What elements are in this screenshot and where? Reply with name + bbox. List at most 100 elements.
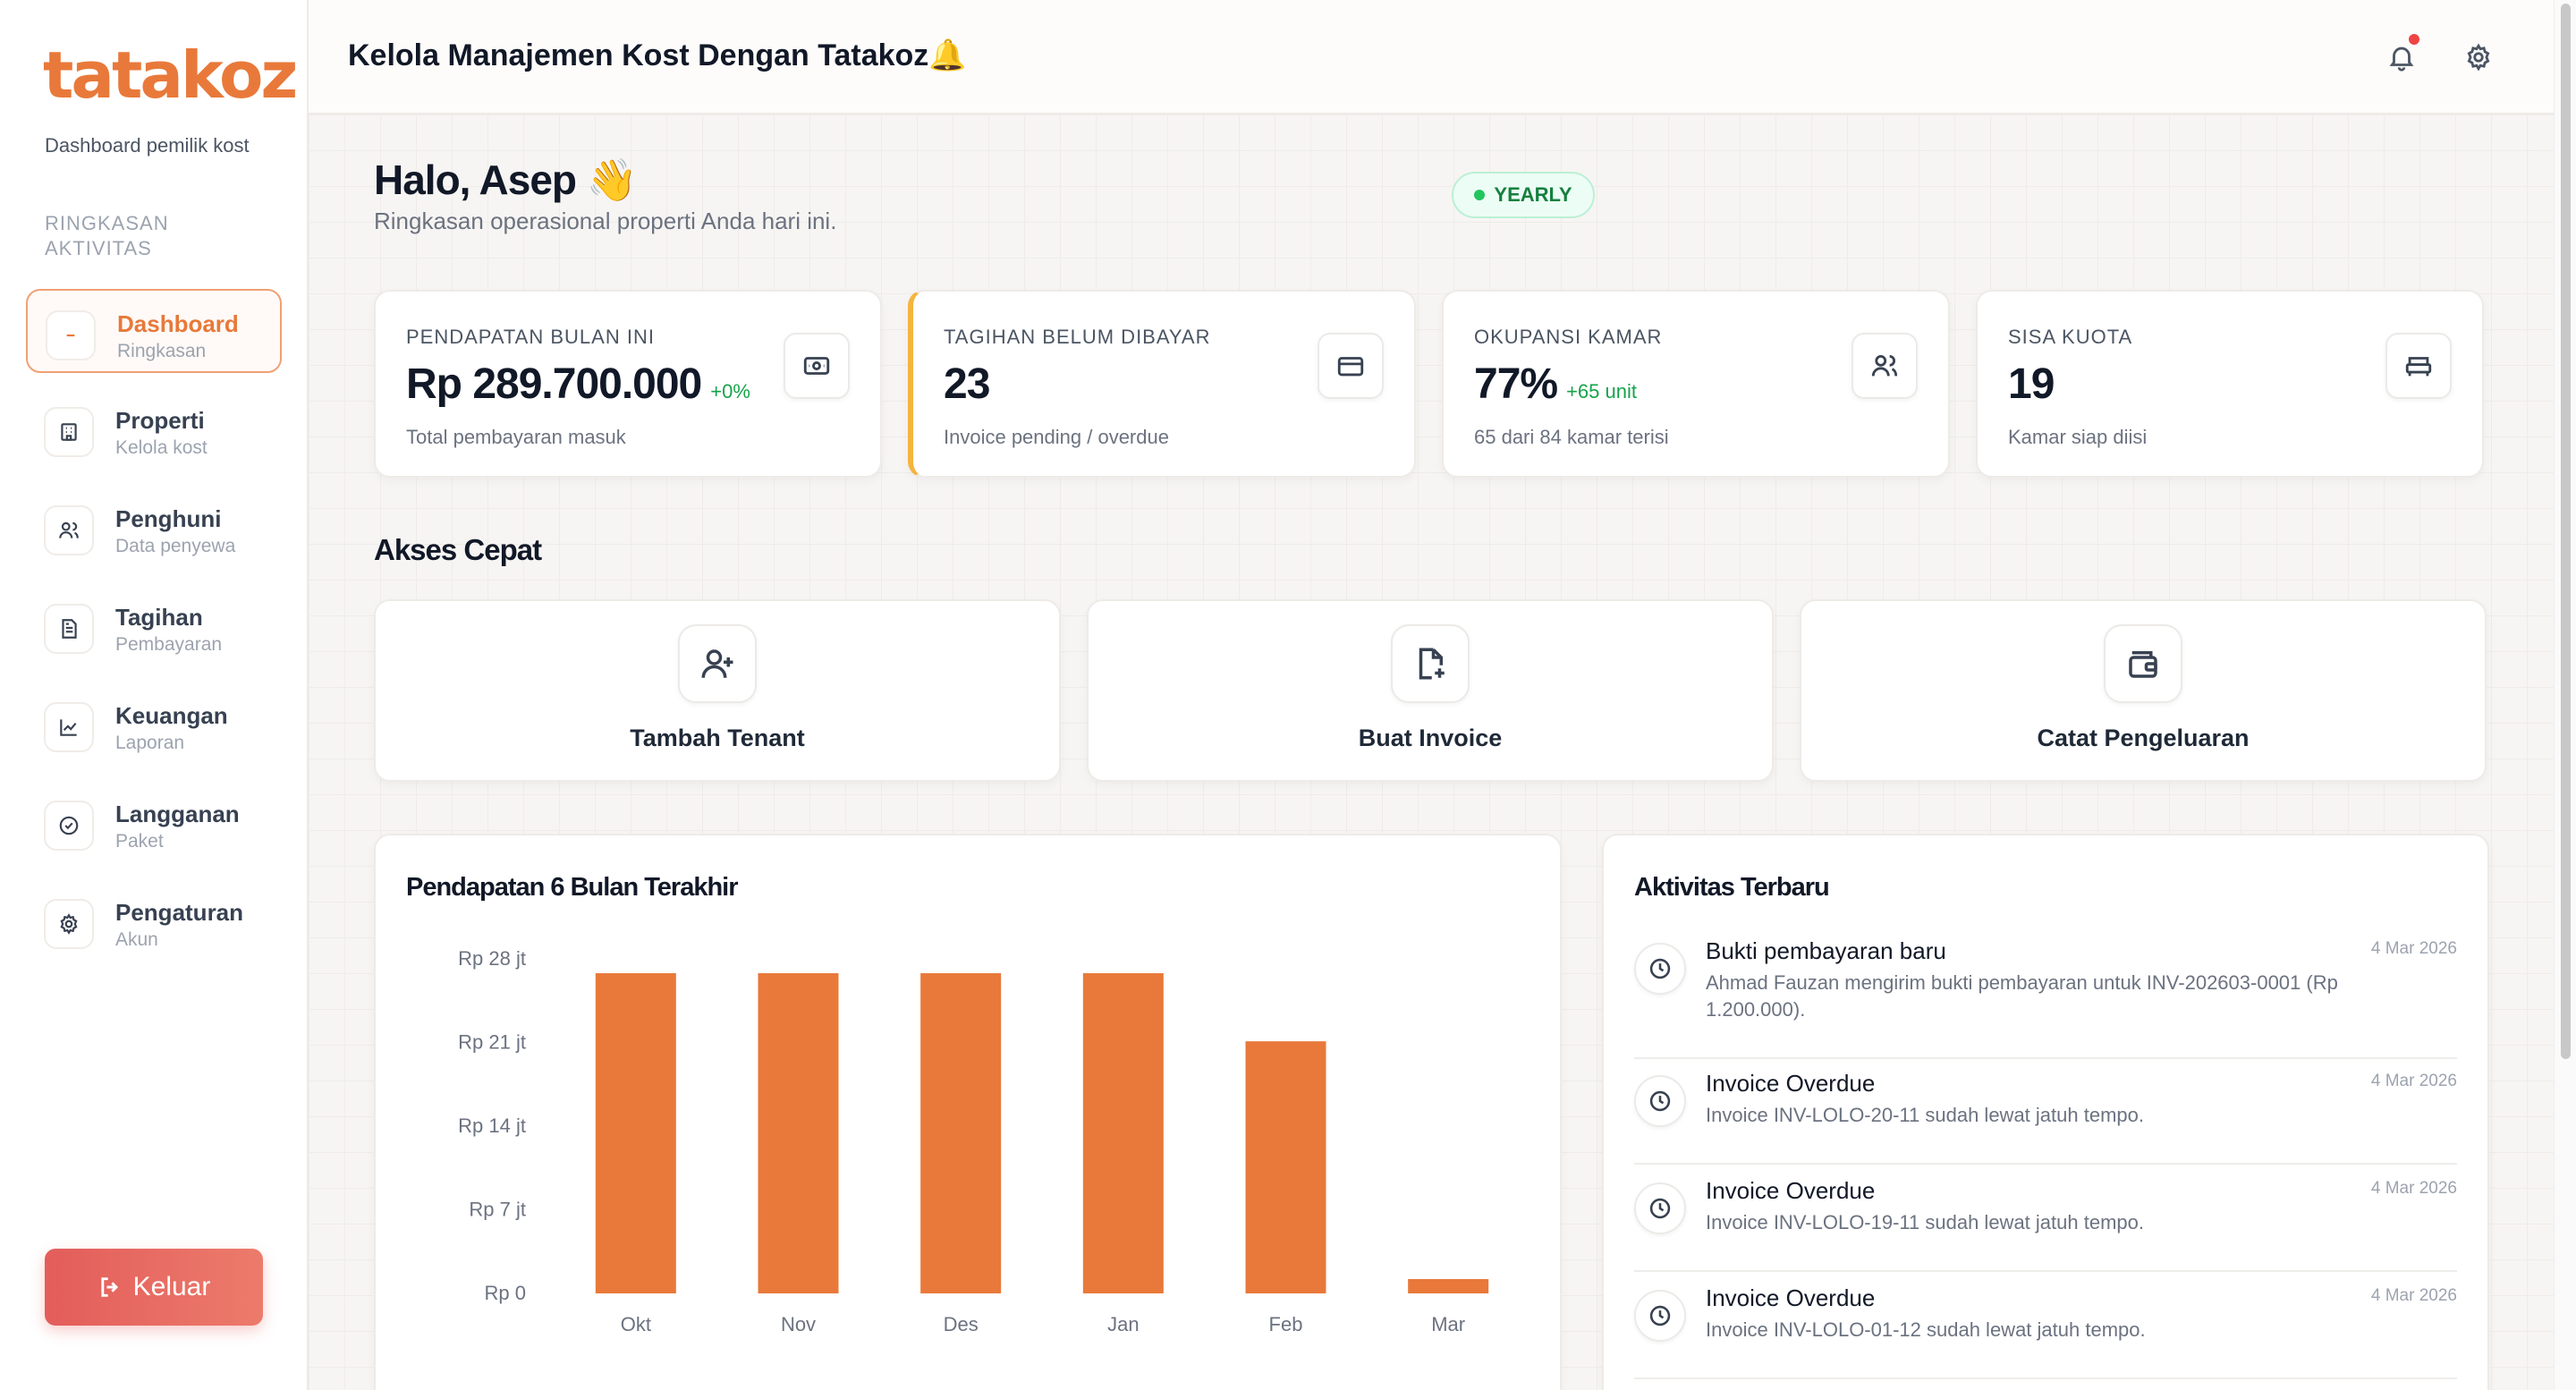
stat-value: 23 (944, 360, 990, 409)
status-dot (1474, 190, 1486, 200)
clock-icon (1634, 1182, 1686, 1234)
sidebar-item-sublabel: Paket (115, 831, 164, 852)
stat-card-revenue: PENDAPATAN BULAN INI Rp 289.700.000 +0% T… (374, 290, 882, 478)
activity-item-desc: Invoice INV-LOLO-19-11 sudah lewat jatuh… (1706, 1211, 2144, 1233)
notification-dot (2409, 34, 2419, 45)
scrollbar[interactable] (2554, 0, 2576, 1390)
quick-create-invoice-button[interactable]: Buat Invoice (1087, 599, 1774, 782)
clock-icon (1634, 943, 1686, 995)
y-tick-label: Rp 21 jt (458, 1031, 526, 1054)
stat-value: 19 (2008, 360, 2055, 409)
activity-item-date: 4 Mar 2026 (2370, 1286, 2457, 1305)
sidebar-item-langganan[interactable]: Langganan Paket (26, 781, 282, 865)
notification-button[interactable] (2382, 34, 2421, 77)
logout-label: Keluar (132, 1272, 211, 1301)
invoice-icon (44, 604, 94, 654)
check-circle-icon (44, 801, 94, 851)
sidebar-item-label: Penghuni (115, 505, 222, 532)
dashboard-icon (46, 310, 96, 360)
bar-nov[interactable] (758, 973, 839, 1293)
sidebar-item-pengaturan[interactable]: Pengaturan Akun (26, 879, 282, 963)
stat-label: OKUPANSI KAMAR (1474, 326, 1663, 348)
sidebar-item-sublabel: Pembayaran (115, 634, 223, 655)
clock-icon (1634, 1075, 1686, 1127)
quick-action-label: Catat Pengeluaran (2037, 725, 2250, 751)
nav-section-label: RINGKASAN AKTIVITAS (45, 212, 169, 259)
stat-card-occupancy: OKUPANSI KAMAR 77% +65 unit 65 dari 84 ka… (1442, 290, 1950, 478)
sidebar-item-tagihan[interactable]: Tagihan Pembayaran (26, 584, 282, 668)
logo[interactable]: tatakoz (43, 38, 298, 113)
bar-okt[interactable] (595, 973, 676, 1293)
logo-subtitle: Dashboard pemilik kost (45, 134, 250, 157)
y-tick-label: Rp 14 jt (458, 1115, 526, 1137)
chart-title: Pendapatan 6 Bulan Terakhir (406, 873, 739, 902)
gear-icon (2467, 43, 2490, 72)
plan-badge: YEARLY (1452, 172, 1595, 218)
stat-value-text: 77% (1474, 360, 1558, 408)
main-content: Halo, Asep 👋 Ringkasan operasional prope… (309, 114, 2554, 1390)
bar-jan[interactable] (1082, 973, 1164, 1293)
activity-item[interactable]: Invoice Overdue Invoice INV-LOLO-01-12 s… (1634, 1284, 2457, 1379)
sidebar-item-properti[interactable]: Properti Kelola kost (26, 387, 282, 471)
activity-item-desc: Invoice INV-LOLO-20-11 sudah lewat jatuh… (1706, 1104, 2144, 1126)
quick-add-tenant-button[interactable]: Tambah Tenant (374, 599, 1061, 782)
quick-record-expense-button[interactable]: Catat Pengeluaran (1800, 599, 2487, 782)
stat-note: Invoice pending / overdue (944, 426, 1169, 448)
clock-icon (1634, 1290, 1686, 1342)
bed-icon (2385, 333, 2452, 399)
stat-value: 77% +65 unit (1474, 360, 1637, 409)
sidebar-item-label: Tagihan (115, 604, 203, 631)
activity-item-date: 4 Mar 2026 (2370, 1179, 2457, 1198)
x-tick-label: Nov (781, 1313, 816, 1335)
activity-item[interactable]: Bukti pembayaran baru Ahmad Fauzan mengi… (1634, 937, 2457, 1059)
stat-label: PENDAPATAN BULAN INI (406, 326, 655, 348)
activity-title: Aktivitas Terbaru (1634, 873, 1830, 902)
logout-button[interactable]: Keluar (45, 1249, 263, 1326)
y-tick-label: Rp 0 (485, 1282, 526, 1304)
scrollbar-thumb[interactable] (2561, 4, 2571, 1059)
bar-feb[interactable] (1245, 1041, 1326, 1293)
page-subtitle: Ringkasan operasional properti Anda hari… (374, 208, 837, 234)
settings-button[interactable] (2459, 38, 2498, 77)
sidebar-item-dashboard[interactable]: Dashboard Ringkasan (26, 289, 282, 373)
stat-value-text: Rp 289.700.000 (406, 360, 702, 408)
building-icon (44, 407, 94, 457)
money-icon (784, 333, 850, 399)
x-tick-label: Jan (1107, 1313, 1139, 1335)
activity-item[interactable]: Invoice Overdue Invoice INV-LOLO-20-11 s… (1634, 1070, 2457, 1165)
activity-item-title: Invoice Overdue (1706, 1177, 1876, 1204)
activity-item-title: Bukti pembayaran baru (1706, 937, 1946, 964)
topbar: Kelola Manajemen Kost Dengan Tatakoz🔔 (309, 0, 2554, 114)
quick-action-label: Tambah Tenant (630, 725, 805, 751)
sidebar-item-sublabel: Laporan (115, 733, 185, 753)
bar-des[interactable] (920, 973, 1002, 1293)
bell-icon (2389, 47, 2414, 72)
sidebar-item-penghuni[interactable]: Penghuni Data penyewa (26, 486, 282, 570)
stat-value-text: 23 (944, 360, 990, 408)
sidebar-item-label: Properti (115, 407, 205, 434)
stat-delta: +65 unit (1566, 380, 1637, 403)
x-tick-label: Okt (621, 1313, 651, 1335)
sidebar-item-sublabel: Ringkasan (117, 341, 207, 361)
sidebar-item-label: Dashboard (117, 310, 239, 337)
bar-mar[interactable] (1408, 1278, 1489, 1293)
x-tick-label: Mar (1431, 1313, 1465, 1335)
users-icon (1852, 333, 1918, 399)
x-tick-label: Des (944, 1313, 979, 1335)
activity-item-desc: Ahmad Fauzan mengirim bukti pembayaran u… (1706, 971, 2338, 1021)
stat-card-unpaid: TAGIHAN BELUM DIBAYAR 23 Invoice pending… (908, 290, 1416, 478)
stat-note: 65 dari 84 kamar terisi (1474, 426, 1669, 448)
sidebar-item-keuangan[interactable]: Keuangan Laporan (26, 682, 282, 767)
user-plus-icon (678, 624, 757, 703)
line-chart-icon (44, 702, 94, 752)
gear-icon (44, 899, 94, 949)
sidebar-item-sublabel: Akun (115, 929, 158, 950)
activity-item-title: Invoice Overdue (1706, 1070, 1876, 1097)
quick-action-label: Buat Invoice (1358, 725, 1503, 751)
activity-item-date: 4 Mar 2026 (2370, 939, 2457, 958)
activity-item-desc: Invoice INV-LOLO-01-12 sudah lewat jatuh… (1706, 1318, 2146, 1341)
activity-item[interactable]: Invoice Overdue Invoice INV-LOLO-19-11 s… (1634, 1177, 2457, 1272)
credit-card-icon (1318, 333, 1384, 399)
wallet-icon (2104, 624, 2182, 703)
sidebar-item-label: Keuangan (115, 702, 228, 729)
